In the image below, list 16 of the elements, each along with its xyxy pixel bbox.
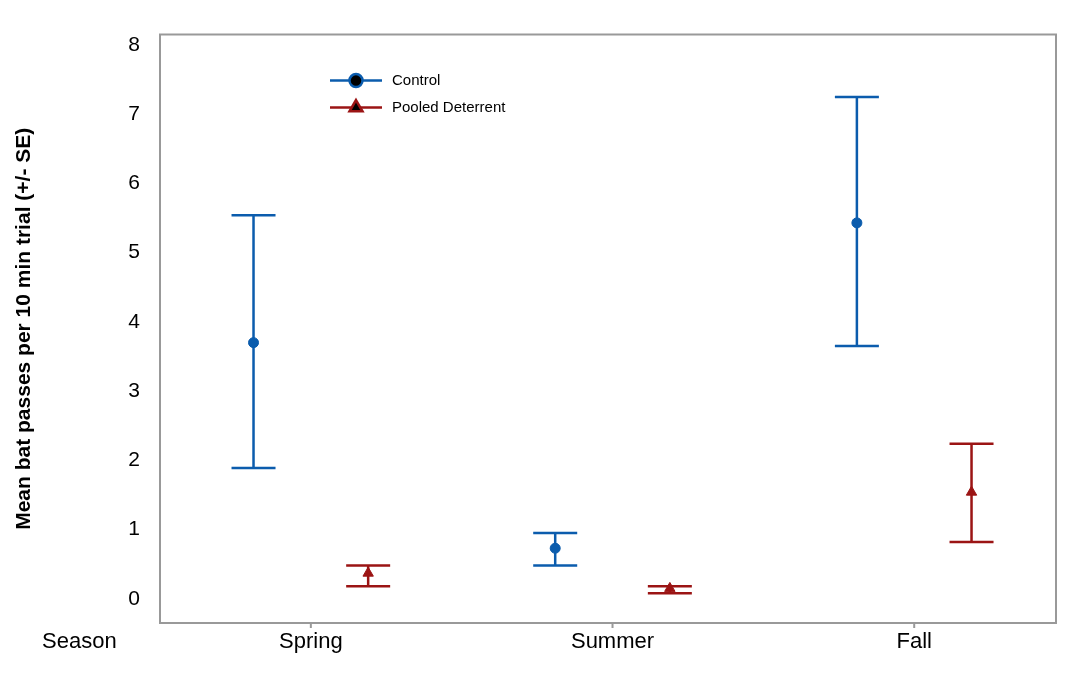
x-tick-label: Summer	[570, 628, 655, 654]
y-tick-label: 2	[128, 447, 140, 471]
legend-label: Pooled Deterrent	[392, 97, 507, 115]
y-tick-label: 4	[128, 308, 141, 332]
y-axis-title: Mean bat passes per 10 min trial (+/- SE)	[11, 127, 35, 530]
y-tick-label: 8	[128, 31, 140, 55]
x-tick-label: Spring	[279, 628, 343, 654]
y-tick-label: 3	[128, 377, 140, 401]
y-tick-label: 1	[128, 516, 140, 540]
legend-label: Control	[392, 70, 441, 88]
y-tick-label: 0	[128, 585, 140, 609]
y-tick-label: 5	[128, 239, 140, 263]
y-tick-label: 7	[128, 101, 140, 124]
x-tick-label: Fall	[896, 628, 932, 654]
x-axis-title: Season	[42, 628, 117, 654]
y-tick-label: 6	[128, 170, 140, 194]
